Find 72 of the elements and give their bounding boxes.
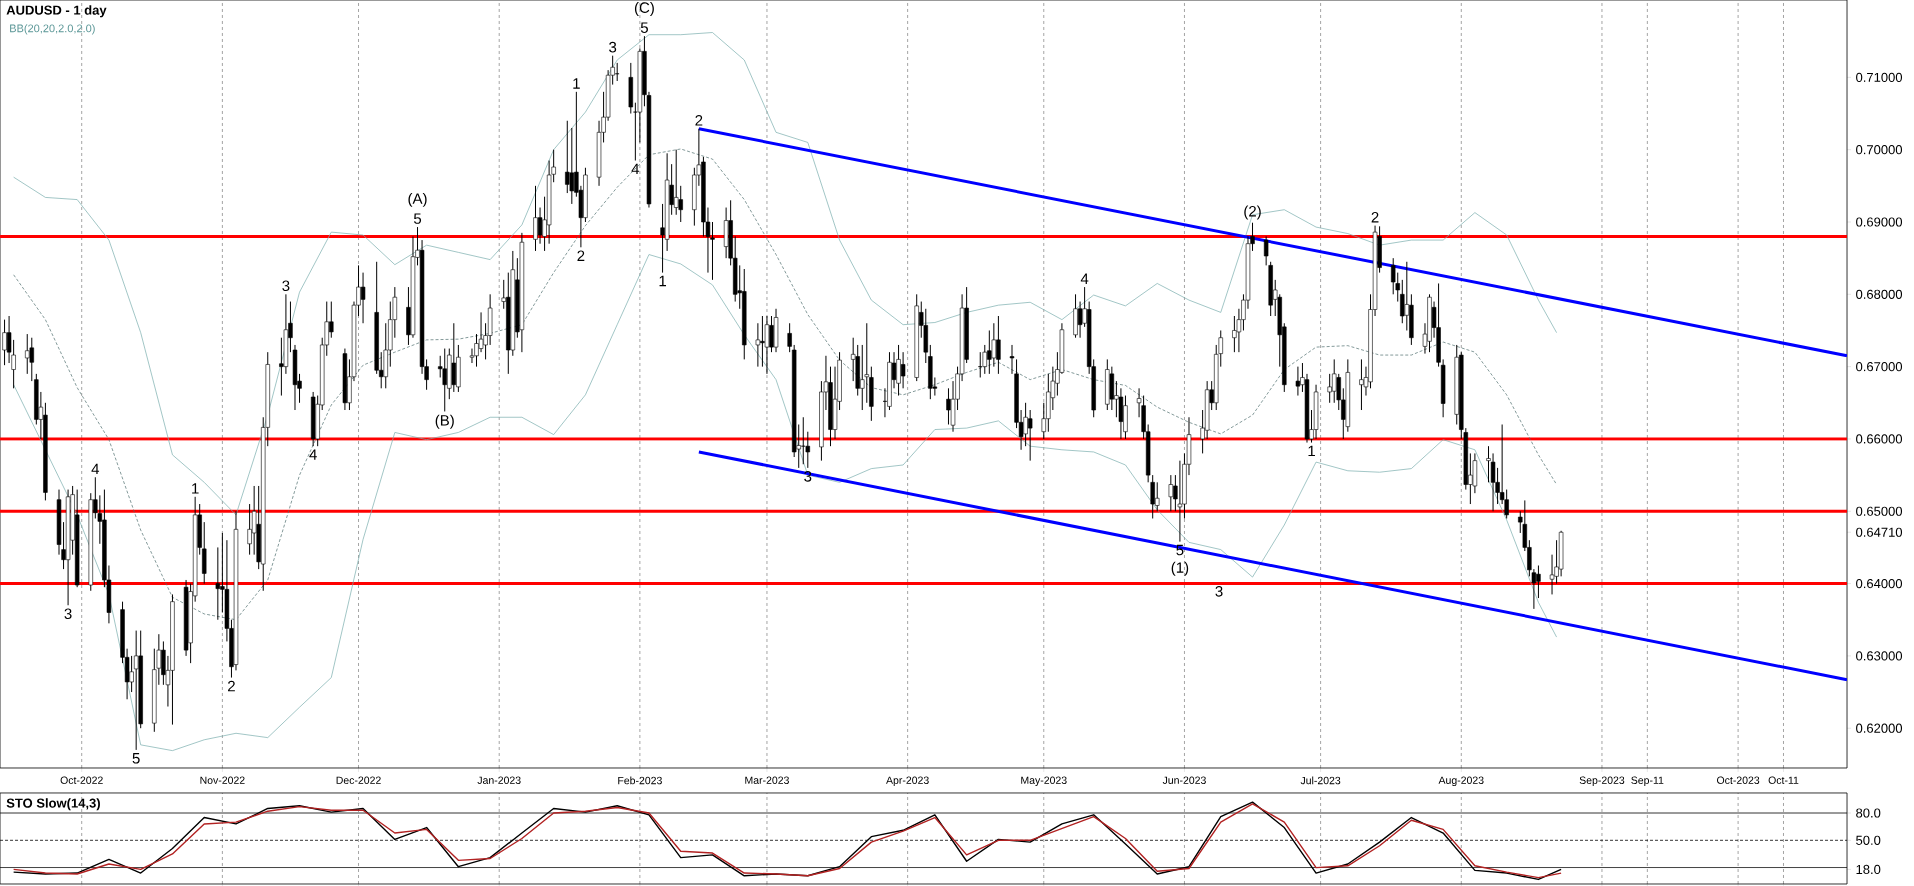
x-tick-label: Jan-2023 — [477, 776, 521, 784]
candlestick — [1295, 366, 1301, 397]
annotation: 5 — [132, 753, 140, 764]
y-tick-label: 18.0 — [1856, 864, 1881, 875]
annotation: 1 — [192, 483, 199, 494]
text: BB(20,20,2.0,2.0) — [10, 24, 95, 35]
candlestick — [25, 333, 30, 375]
annotation: 1 — [1308, 445, 1315, 457]
annotation: 3 — [282, 280, 290, 292]
annotation: (C) — [634, 1, 654, 16]
annotation: 2 — [228, 680, 235, 692]
y-tick-label: 50.0 — [1856, 835, 1881, 845]
annotation: 5 — [640, 22, 648, 33]
line-series — [13, 148, 1557, 621]
candlestick — [755, 322, 761, 368]
y-tick-label: 0.69000 — [1856, 217, 1903, 227]
candlestick — [764, 315, 770, 375]
x-tick-label: Apr-2023 — [886, 776, 929, 787]
annotation: (A) — [408, 192, 427, 207]
annotation: (1) — [1171, 561, 1189, 576]
candlestick — [1027, 409, 1033, 462]
x-tick-label: Oct-2023 — [1717, 776, 1760, 784]
annotation: 1 — [573, 78, 580, 89]
annotation: 5 — [413, 213, 422, 224]
y-tick-label: 0.66000 — [1856, 434, 1903, 444]
candlestick — [1168, 474, 1174, 512]
x-tick-label: Mar-2023 — [745, 776, 789, 784]
y-tick-label: 0.62000 — [1856, 723, 1903, 733]
y-tick-label: 80.0 — [1856, 808, 1881, 818]
y-tick-label: 0.70000 — [1856, 145, 1903, 155]
candlestick — [1177, 460, 1183, 543]
x-tick-label: Nov-2022 — [200, 776, 245, 784]
annotation: 2 — [1371, 211, 1379, 223]
x-tick-label: Oct-11 — [1768, 776, 1799, 784]
candlestick — [29, 337, 34, 382]
candlestick — [900, 351, 906, 389]
annotation: 2 — [695, 115, 703, 126]
annotation: 4 — [309, 449, 317, 460]
x-tick-label: Sep-11 — [1631, 776, 1664, 787]
x-tick-label: Dec-2022 — [336, 776, 381, 784]
x-tick-label: May-2023 — [1021, 776, 1067, 787]
annotation: 4 — [91, 463, 100, 475]
y-tick-label: 0.71000 — [1856, 72, 1903, 82]
candlestick — [787, 322, 792, 353]
x-tick-label: Jul-2023 — [1300, 776, 1341, 785]
candlestick — [129, 655, 134, 693]
annotation: 4 — [631, 163, 640, 175]
annotation: 2 — [577, 250, 585, 261]
candlestick — [360, 272, 366, 324]
y-tick-label: 0.68000 — [1856, 289, 1903, 299]
annotation: 1 — [659, 275, 667, 287]
annotation: (2) — [1244, 205, 1261, 220]
annotation: 3 — [1215, 586, 1223, 597]
x-tick-label: Oct-2022 — [60, 776, 103, 784]
y-tick-label: 0.65000 — [1856, 506, 1903, 516]
candlestick — [133, 630, 139, 751]
y-tick-label: 0.67000 — [1856, 362, 1903, 372]
y-tick-label: 0.63000 — [1856, 651, 1903, 661]
x-tick-label: Feb-2023 — [618, 776, 662, 785]
chart-title: AUDUSD - 1 day — [6, 5, 107, 18]
annotation: (B) — [435, 414, 454, 429]
annotation: 3 — [64, 608, 72, 620]
x-tick-label: Jun-2023 — [1162, 776, 1206, 784]
chart-title: STO Slow(14,3) — [6, 798, 100, 811]
y-tick-label: 0.64710 — [1856, 527, 1903, 537]
y-tick-label: 0.64000 — [1856, 578, 1903, 589]
annotation: 4 — [1080, 273, 1089, 284]
x-tick-label: Aug-2023 — [1438, 776, 1484, 787]
annotation: 3 — [609, 41, 617, 53]
candlestick — [215, 546, 221, 621]
x-tick-label: Sep-2023 — [1579, 776, 1625, 787]
candlestick — [1263, 235, 1269, 266]
